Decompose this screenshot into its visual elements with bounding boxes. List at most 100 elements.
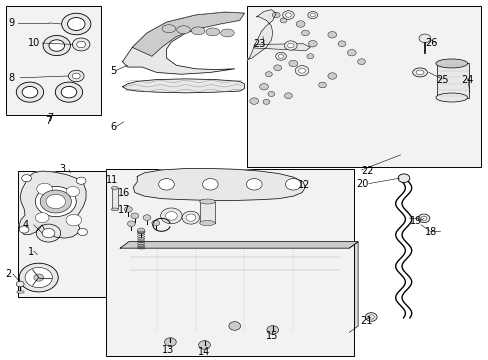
Circle shape — [275, 52, 286, 60]
Circle shape — [418, 34, 430, 42]
Circle shape — [308, 41, 317, 47]
Circle shape — [19, 263, 58, 292]
Ellipse shape — [220, 29, 234, 37]
Bar — [199, 202, 215, 223]
Text: 2: 2 — [5, 269, 12, 279]
Text: 5: 5 — [110, 66, 117, 76]
Circle shape — [267, 91, 274, 96]
Circle shape — [40, 190, 71, 213]
Circle shape — [296, 21, 305, 27]
Ellipse shape — [412, 68, 427, 77]
Circle shape — [266, 325, 278, 334]
Circle shape — [365, 313, 376, 321]
Bar — [5, 6, 101, 116]
Polygon shape — [133, 168, 305, 201]
Circle shape — [72, 38, 90, 51]
Circle shape — [310, 13, 315, 17]
Text: 17: 17 — [118, 206, 130, 216]
Circle shape — [263, 99, 269, 104]
Circle shape — [66, 186, 80, 197]
Text: 7: 7 — [47, 113, 53, 123]
Circle shape — [72, 73, 80, 79]
Circle shape — [306, 54, 313, 59]
Text: 23: 23 — [253, 39, 265, 49]
Circle shape — [164, 338, 176, 346]
Circle shape — [272, 12, 280, 18]
Text: 6: 6 — [110, 122, 116, 132]
Circle shape — [284, 93, 292, 99]
Ellipse shape — [111, 208, 118, 211]
Bar — [18, 171, 105, 297]
Text: 26: 26 — [424, 38, 436, 48]
Circle shape — [417, 214, 429, 223]
Text: 24: 24 — [461, 75, 473, 85]
Polygon shape — [254, 44, 310, 51]
Circle shape — [198, 341, 210, 349]
Circle shape — [127, 221, 135, 226]
Circle shape — [61, 86, 77, 98]
Circle shape — [42, 228, 55, 238]
Circle shape — [397, 174, 409, 183]
Text: 1: 1 — [27, 247, 34, 257]
Circle shape — [295, 66, 308, 76]
Text: 20: 20 — [356, 179, 368, 189]
Circle shape — [158, 179, 174, 190]
Circle shape — [273, 65, 281, 71]
Circle shape — [143, 215, 151, 221]
Circle shape — [318, 82, 326, 88]
Bar — [112, 188, 118, 210]
Circle shape — [78, 228, 87, 235]
Text: 14: 14 — [198, 347, 210, 357]
Circle shape — [367, 315, 373, 319]
Polygon shape — [132, 12, 244, 56]
Circle shape — [228, 321, 240, 330]
Polygon shape — [246, 10, 276, 60]
Circle shape — [278, 54, 283, 58]
Text: 16: 16 — [118, 188, 130, 198]
Circle shape — [43, 36, 70, 55]
Bar — [17, 291, 23, 293]
Ellipse shape — [199, 199, 215, 204]
Bar — [436, 63, 468, 98]
Circle shape — [21, 175, 31, 182]
Text: 9: 9 — [8, 18, 14, 28]
Circle shape — [36, 224, 61, 242]
Circle shape — [298, 68, 305, 73]
Text: 8: 8 — [8, 73, 14, 83]
Circle shape — [249, 98, 258, 104]
Circle shape — [34, 274, 43, 281]
Text: 21: 21 — [360, 316, 372, 325]
Text: 22: 22 — [361, 166, 373, 176]
Circle shape — [66, 215, 81, 226]
Text: 15: 15 — [266, 331, 278, 341]
Ellipse shape — [111, 186, 118, 189]
Circle shape — [46, 194, 65, 209]
Circle shape — [160, 208, 182, 224]
Ellipse shape — [435, 59, 467, 68]
Circle shape — [37, 183, 52, 195]
Circle shape — [202, 179, 218, 190]
Circle shape — [16, 281, 24, 287]
Circle shape — [182, 211, 199, 224]
Text: 18: 18 — [424, 227, 436, 237]
Polygon shape — [120, 242, 357, 248]
Ellipse shape — [162, 25, 175, 33]
Circle shape — [280, 18, 286, 23]
Circle shape — [420, 216, 426, 221]
Circle shape — [185, 214, 195, 221]
Ellipse shape — [415, 70, 423, 75]
Circle shape — [165, 212, 177, 220]
Text: 19: 19 — [409, 216, 422, 226]
Circle shape — [131, 213, 139, 219]
Circle shape — [282, 11, 294, 19]
Polygon shape — [348, 242, 357, 332]
Circle shape — [124, 207, 132, 212]
Circle shape — [35, 186, 76, 217]
Ellipse shape — [191, 27, 204, 35]
Text: 11: 11 — [105, 175, 118, 185]
Circle shape — [76, 177, 86, 184]
Circle shape — [67, 18, 85, 31]
Bar — [105, 169, 353, 356]
Circle shape — [35, 213, 49, 223]
Ellipse shape — [176, 26, 190, 34]
